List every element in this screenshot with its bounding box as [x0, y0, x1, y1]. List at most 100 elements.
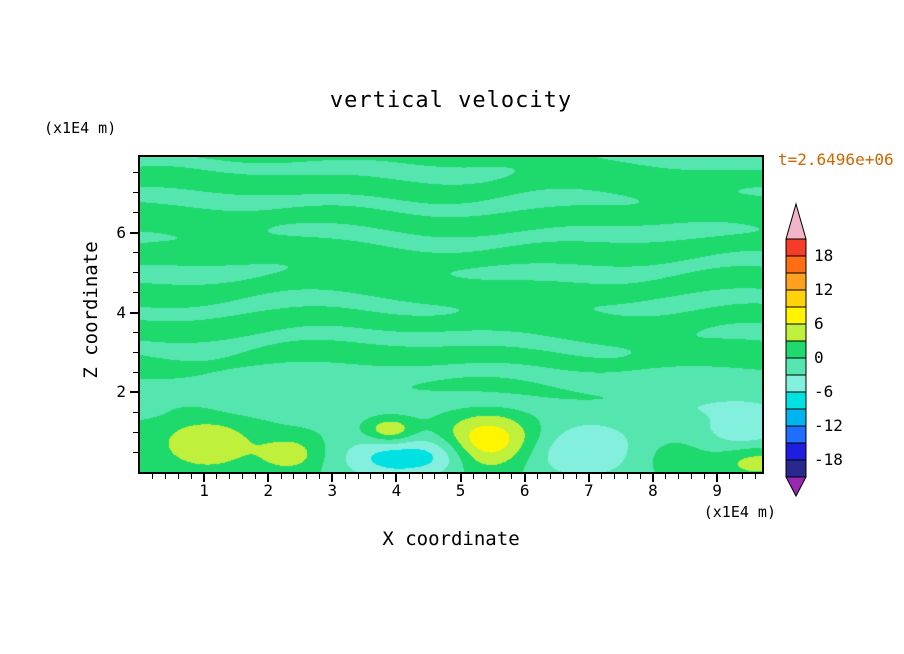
colorbar-over-arrow [785, 202, 807, 240]
y-axis-minor-tick [133, 272, 138, 274]
colorbar-segment [785, 357, 807, 376]
x-axis-minor-tick [639, 474, 641, 479]
x-axis-minor-tick [498, 474, 500, 479]
x-axis-major-tick [395, 474, 398, 482]
colorbar-tick-label: 6 [814, 314, 824, 333]
time-annotation: t=2.6496e+06 [778, 150, 894, 169]
y-axis-minor-tick [133, 212, 138, 214]
x-axis-tick-label: 7 [584, 481, 594, 500]
y-axis-major-tick [130, 311, 138, 314]
y-axis-minor-tick [133, 331, 138, 333]
colorbar-segment [785, 408, 807, 427]
y-axis-minor-tick [133, 172, 138, 174]
x-axis-minor-tick [254, 474, 256, 479]
x-axis-minor-tick [703, 474, 705, 479]
plot-title: vertical velocity [329, 88, 573, 113]
x-axis-tick-label: 9 [712, 481, 722, 500]
y-axis-tick-label: 6 [116, 222, 126, 242]
x-axis-minor-tick [383, 474, 385, 479]
x-axis-minor-tick [434, 474, 436, 479]
y-axis-unit-label: (x1E4 m) [44, 119, 117, 137]
y-axis-major-tick [130, 391, 138, 394]
x-axis-minor-tick [319, 474, 321, 479]
x-axis-minor-tick [344, 474, 346, 479]
x-axis-minor-tick [511, 474, 513, 479]
x-axis-minor-tick [614, 474, 615, 479]
x-axis-minor-tick [742, 474, 744, 479]
y-axis-minor-tick [133, 351, 138, 353]
x-axis-minor-tick [152, 474, 154, 479]
x-axis-tick-label: 2 [263, 481, 274, 500]
x-axis-tick-label: 6 [519, 481, 530, 500]
x-axis-minor-tick [472, 474, 474, 479]
colorbar-segment [785, 374, 807, 393]
colorbar-segment [785, 289, 807, 308]
x-axis-minor-tick [421, 474, 423, 479]
x-axis-minor-tick [216, 474, 218, 479]
colorbar-svg [785, 202, 807, 498]
colorbar-segment [785, 306, 807, 325]
colorbar-tick-label: -18 [814, 450, 843, 469]
x-axis-minor-tick [357, 474, 359, 479]
x-axis-minor-tick [562, 474, 564, 479]
y-axis-tick-label: 4 [116, 302, 126, 322]
x-axis-minor-tick [229, 474, 231, 479]
colorbar-segment [785, 255, 807, 274]
x-axis-minor-tick [177, 474, 179, 479]
x-axis-major-tick [651, 474, 654, 482]
x-axis-major-tick [459, 474, 462, 482]
x-axis-tick-label: 3 [327, 481, 338, 500]
colorbar-segment [785, 238, 807, 257]
x-axis-tick-label: 5 [455, 481, 466, 500]
y-axis-title: Z coordinate [80, 241, 102, 379]
y-axis-minor-tick [133, 411, 138, 413]
x-axis-minor-tick [485, 474, 487, 479]
x-axis-minor-tick [408, 474, 410, 479]
x-axis-minor-tick [293, 474, 295, 479]
x-axis-major-tick [203, 474, 206, 482]
x-axis-tick-label: 8 [648, 481, 658, 500]
x-axis-minor-tick [678, 474, 680, 479]
colorbar-tick-label: 0 [814, 348, 824, 367]
x-axis-minor-tick [690, 474, 692, 479]
x-axis-major-tick [587, 474, 590, 482]
contour-plot-canvas [140, 157, 762, 472]
colorbar-segment [785, 391, 807, 410]
colorbar-tick-label: -6 [814, 382, 834, 401]
x-axis-minor-tick [165, 474, 167, 479]
y-axis-minor-tick [133, 451, 138, 453]
x-axis-major-tick [716, 474, 719, 482]
colorbar-segment [785, 442, 807, 461]
y-axis-minor-tick [133, 431, 138, 433]
x-axis-tick-label: 4 [391, 481, 402, 500]
x-axis-minor-tick [242, 474, 244, 479]
colorbar-segment [785, 272, 807, 291]
x-axis-minor-tick [626, 474, 628, 479]
colorbar-segment [785, 459, 807, 478]
x-axis-minor-tick [601, 474, 603, 479]
x-axis-minor-tick [755, 474, 757, 479]
x-axis-minor-tick [190, 474, 192, 479]
x-axis-minor-tick [665, 474, 667, 479]
x-axis-major-tick [523, 474, 526, 482]
colorbar-tick-label: -12 [814, 416, 843, 435]
colorbar-tick-label: 12 [814, 280, 834, 299]
x-axis-unit-label: (x1E4 m) [703, 503, 776, 521]
y-axis-major-tick [130, 231, 138, 234]
x-axis-title: X coordinate [382, 528, 520, 550]
x-axis-minor-tick [370, 474, 372, 479]
y-axis-minor-tick [133, 192, 138, 194]
x-axis-minor-tick [537, 474, 539, 479]
colorbar-under-arrow [785, 476, 807, 498]
colorbar-segment [785, 425, 807, 444]
x-axis-minor-tick [729, 474, 731, 479]
x-axis-minor-tick [280, 474, 282, 479]
x-axis-major-tick [331, 474, 334, 482]
x-axis-major-tick [267, 474, 270, 482]
x-axis-minor-tick [575, 474, 577, 479]
y-axis-minor-tick [133, 252, 138, 254]
x-axis-tick-label: 1 [199, 481, 209, 500]
x-axis-minor-tick [447, 474, 449, 479]
y-axis-tick-label: 2 [116, 382, 126, 402]
